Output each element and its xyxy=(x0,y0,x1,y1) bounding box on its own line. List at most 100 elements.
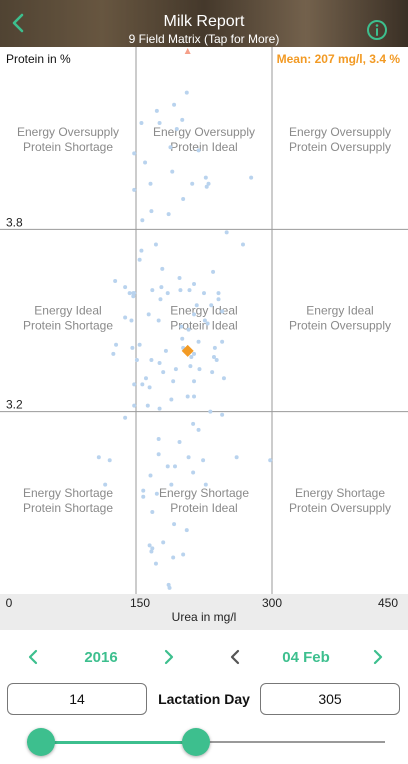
data-point xyxy=(132,151,137,156)
data-point xyxy=(174,127,179,132)
data-point xyxy=(224,230,229,235)
data-point xyxy=(123,415,128,420)
x-axis-label: Urea in mg/l xyxy=(171,610,237,624)
data-point xyxy=(192,379,197,384)
data-point xyxy=(202,291,206,296)
range-slider-fill xyxy=(40,741,196,744)
lactation-day-label: Lactation Day xyxy=(158,691,250,707)
page-subtitle[interactable]: 9 Field Matrix (Tap for More) xyxy=(128,32,280,46)
field-label: Energy Shortage xyxy=(295,486,385,500)
previous-year-button[interactable] xyxy=(25,648,41,666)
data-point xyxy=(220,339,225,344)
x-tick-label: 150 xyxy=(129,596,151,610)
data-point xyxy=(132,382,137,387)
data-point xyxy=(156,318,161,323)
data-point xyxy=(166,212,171,217)
data-point xyxy=(129,318,134,323)
data-point xyxy=(234,455,239,460)
data-point xyxy=(107,458,112,463)
data-point xyxy=(157,361,162,366)
data-point xyxy=(140,218,145,223)
data-point xyxy=(216,291,221,296)
data-point xyxy=(220,309,225,314)
data-point xyxy=(211,269,216,274)
data-point xyxy=(172,102,177,107)
data-point xyxy=(127,291,132,296)
data-point xyxy=(131,294,136,299)
x-tick-label: 450 xyxy=(377,596,399,610)
lactation-day-max-field[interactable]: 305 xyxy=(260,683,400,715)
field-label: Energy Shortage xyxy=(159,486,249,500)
x-tick-label: 300 xyxy=(261,596,283,610)
data-point xyxy=(172,464,177,469)
x-axis-band xyxy=(0,594,408,630)
data-point xyxy=(169,482,174,487)
data-point xyxy=(153,242,158,247)
data-point xyxy=(139,248,144,253)
data-point xyxy=(189,354,194,359)
data-point xyxy=(188,364,193,369)
data-point xyxy=(184,90,189,95)
data-point xyxy=(192,312,197,317)
data-point xyxy=(192,282,197,287)
previous-date-button[interactable] xyxy=(227,648,243,666)
field-label: Energy Oversupply xyxy=(153,125,255,139)
data-point xyxy=(123,315,128,320)
data-point xyxy=(268,458,273,463)
range-slider-max-thumb[interactable] xyxy=(181,728,210,756)
data-point xyxy=(209,303,214,308)
data-point xyxy=(141,488,146,493)
next-date-button[interactable] xyxy=(370,648,386,666)
data-point xyxy=(159,285,164,290)
data-point xyxy=(158,297,163,302)
range-slider-min-thumb[interactable] xyxy=(26,728,55,756)
field-label: Protein Ideal xyxy=(170,140,237,154)
field-label: Protein Oversupply xyxy=(289,140,391,154)
data-point xyxy=(184,528,189,533)
mean-label: Mean: 207 mg/l, 3.4 % xyxy=(276,52,400,66)
data-point xyxy=(141,494,146,499)
data-point xyxy=(167,585,172,590)
data-point xyxy=(156,437,161,442)
data-point xyxy=(156,452,161,457)
data-point xyxy=(171,555,176,560)
data-point xyxy=(161,540,166,545)
data-point xyxy=(208,409,213,414)
data-point xyxy=(131,291,136,296)
info-circle-icon[interactable] xyxy=(366,19,388,41)
data-point xyxy=(111,351,116,356)
field-label: Energy Ideal xyxy=(170,304,237,318)
data-point xyxy=(191,421,196,426)
data-point xyxy=(194,303,199,308)
data-point xyxy=(192,351,197,356)
page-title[interactable]: Milk Report xyxy=(163,13,245,30)
data-point xyxy=(160,266,165,271)
data-point xyxy=(166,582,171,587)
data-point xyxy=(187,288,192,293)
chevron-left-icon[interactable] xyxy=(8,12,30,34)
y-tick-label: 3.2 xyxy=(6,398,23,412)
data-point xyxy=(137,257,142,262)
data-point xyxy=(204,184,209,189)
data-point xyxy=(113,278,118,283)
field-label: Energy Oversupply xyxy=(17,125,119,139)
mean-point-marker xyxy=(181,344,194,357)
data-point xyxy=(157,120,162,125)
data-point xyxy=(153,561,158,566)
data-point xyxy=(114,342,119,347)
data-point xyxy=(146,312,151,317)
data-point xyxy=(216,297,221,302)
data-point xyxy=(150,509,155,514)
next-year-button[interactable] xyxy=(161,648,177,666)
data-point xyxy=(134,358,139,363)
data-point xyxy=(185,394,190,399)
lactation-day-min-field[interactable]: 14 xyxy=(7,683,147,715)
data-point xyxy=(139,120,144,125)
field-label: Protein Ideal xyxy=(170,501,237,515)
data-point xyxy=(179,324,184,329)
data-point xyxy=(221,376,226,381)
data-point xyxy=(150,288,155,293)
data-point xyxy=(170,169,175,174)
data-point xyxy=(163,348,168,353)
